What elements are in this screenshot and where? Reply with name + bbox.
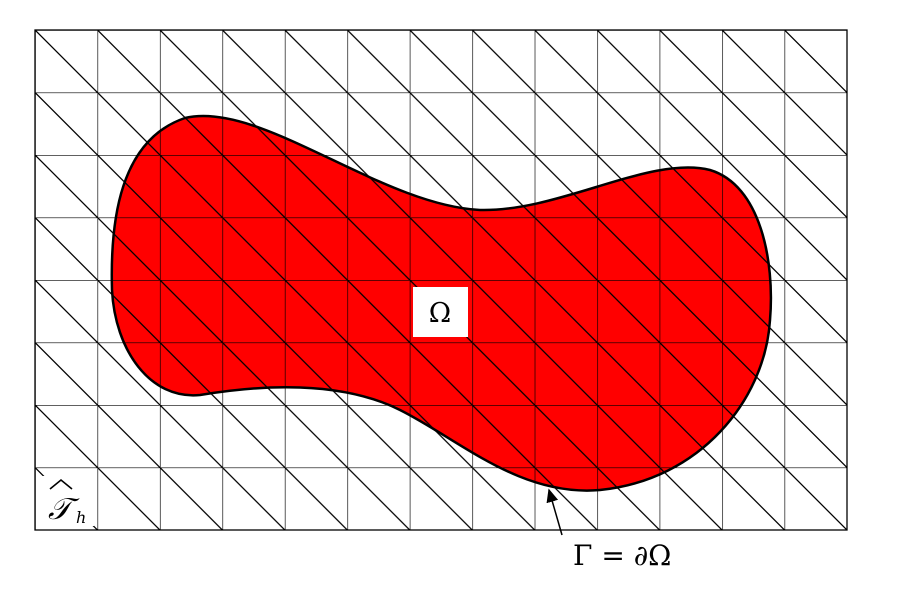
domain-label: Ω [429, 298, 451, 329]
mesh-hat [49, 478, 73, 490]
mesh-grid [34, 29, 848, 531]
domain-boundary [110, 114, 773, 492]
domain-label-box [413, 287, 468, 337]
mesh-subscript: h [76, 508, 86, 527]
boundary-arrow [546, 488, 563, 536]
boundary-label: Γ = ∂Ω [573, 539, 671, 572]
